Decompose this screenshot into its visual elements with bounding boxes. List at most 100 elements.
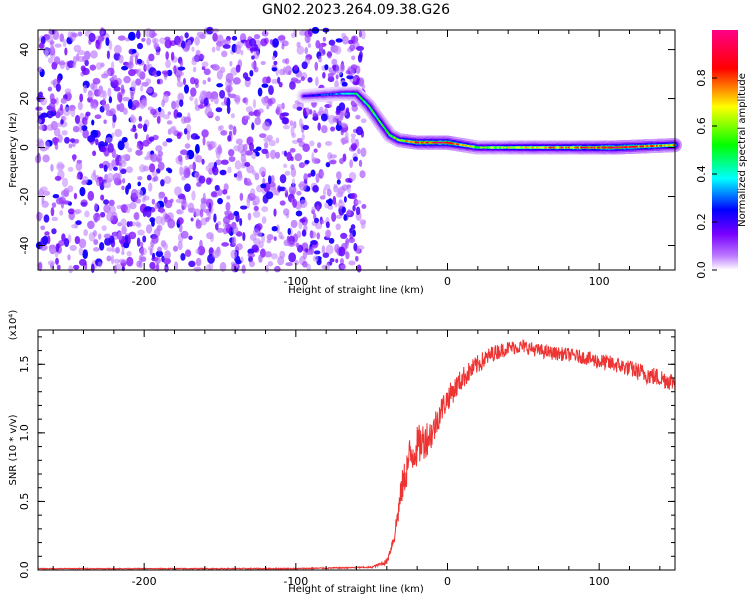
noise-blob xyxy=(176,209,182,215)
noise-blob xyxy=(266,238,272,244)
noise-blob xyxy=(146,87,153,94)
noise-blob xyxy=(180,40,186,49)
noise-blob xyxy=(135,78,142,86)
noise-blob xyxy=(191,55,200,62)
noise-blob xyxy=(317,257,322,263)
noise-blob xyxy=(283,150,288,157)
noise-blob xyxy=(257,87,263,97)
noise-blob xyxy=(78,258,87,267)
noise-blob xyxy=(221,242,230,247)
noise-blob xyxy=(268,85,274,96)
noise-blob xyxy=(135,30,141,40)
noise-blob xyxy=(180,149,188,156)
noise-blob xyxy=(275,151,281,159)
noise-blob xyxy=(118,165,123,171)
noise-blob xyxy=(133,211,140,221)
noise-blob xyxy=(125,166,133,174)
noise-blob xyxy=(302,143,310,153)
x-tick-label: -100 xyxy=(283,275,308,288)
noise-blob xyxy=(35,106,43,111)
noise-blob xyxy=(241,264,246,274)
noise-blob xyxy=(74,235,81,245)
noise-blob xyxy=(154,202,161,210)
noise-blob xyxy=(81,180,88,186)
noise-blob xyxy=(267,175,272,185)
noise-blob xyxy=(245,106,253,113)
noise-blob xyxy=(304,47,309,55)
noise-blob xyxy=(289,148,296,153)
noise-blob xyxy=(112,79,119,88)
noise-blob xyxy=(348,237,356,244)
snr-xlabel: Height of straight line (km) xyxy=(288,584,424,595)
noise-blob xyxy=(54,122,63,128)
noise-blob xyxy=(193,266,202,272)
noise-blob xyxy=(103,204,111,214)
noise-blob xyxy=(130,128,137,133)
noise-blob xyxy=(216,70,223,80)
noise-blob xyxy=(322,36,326,42)
noise-blob xyxy=(135,149,143,156)
noise-blob xyxy=(351,55,356,61)
noise-blob xyxy=(117,35,126,41)
noise-blob xyxy=(270,253,278,260)
noise-blob xyxy=(132,99,140,108)
noise-blob xyxy=(120,204,128,211)
noise-blob xyxy=(361,204,367,210)
noise-blob xyxy=(335,223,341,231)
noise-blob xyxy=(215,115,221,122)
noise-blob xyxy=(54,175,62,181)
noise-blob xyxy=(82,55,86,62)
noise-blob xyxy=(268,139,276,147)
noise-blob xyxy=(259,133,267,139)
noise-blob xyxy=(296,230,302,239)
noise-blob xyxy=(56,75,61,84)
noise-blob xyxy=(350,192,358,200)
noise-blob xyxy=(357,53,363,63)
noise-blob xyxy=(137,229,145,236)
noise-blob xyxy=(40,186,48,192)
noise-blob xyxy=(253,205,259,212)
noise-blob xyxy=(187,202,195,213)
noise-blob xyxy=(261,83,269,88)
spectrogram-ylabel: Frequency (Hz) xyxy=(8,112,19,188)
noise-blob xyxy=(117,231,123,241)
noise-blob xyxy=(278,81,283,88)
x-tick-label: -100 xyxy=(283,575,308,588)
noise-blob xyxy=(139,203,148,214)
noise-blob xyxy=(239,192,244,201)
noise-blob xyxy=(151,170,158,177)
noise-blob xyxy=(46,110,54,119)
noise-blob xyxy=(189,76,196,85)
noise-blob xyxy=(48,244,56,249)
noise-blob xyxy=(358,159,363,168)
noise-blob xyxy=(59,103,64,111)
noise-blob xyxy=(212,32,218,42)
noise-blob xyxy=(113,86,121,92)
noise-blob xyxy=(267,98,273,107)
noise-blob xyxy=(43,214,50,223)
noise-blob xyxy=(175,99,180,109)
noise-blob xyxy=(245,97,249,106)
noise-blob xyxy=(64,136,70,144)
noise-blob xyxy=(69,244,77,252)
noise-blob xyxy=(40,112,49,118)
noise-blob xyxy=(56,110,60,118)
noise-blob xyxy=(145,78,152,85)
noise-blob xyxy=(48,102,56,110)
noise-blob xyxy=(214,184,220,192)
noise-blob xyxy=(108,96,113,104)
spectrogram-marks xyxy=(34,26,682,274)
noise-blob xyxy=(167,111,172,116)
noise-blob xyxy=(113,264,117,274)
noise-blob xyxy=(251,152,257,160)
noise-blob xyxy=(126,61,134,69)
noise-blob xyxy=(56,161,65,172)
noise-blob xyxy=(140,85,144,92)
noise-blob xyxy=(289,80,296,90)
noise-blob xyxy=(266,233,274,241)
noise-blob xyxy=(153,38,157,49)
noise-blob xyxy=(270,175,275,184)
noise-blob xyxy=(79,93,84,103)
noise-blob xyxy=(278,231,283,240)
